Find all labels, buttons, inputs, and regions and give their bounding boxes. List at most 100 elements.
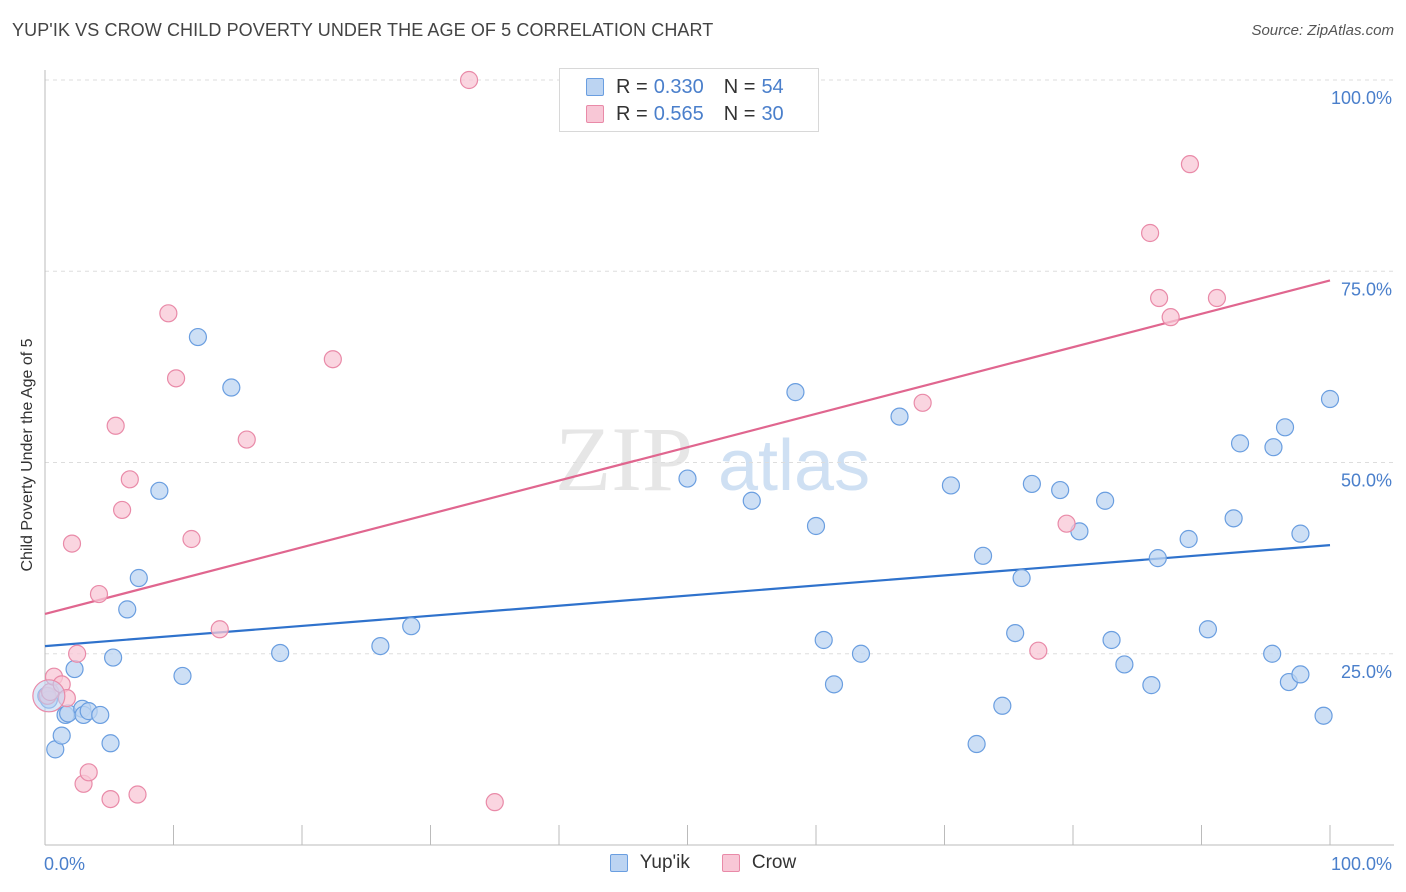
yupik-point	[1148, 549, 1167, 568]
yupik-point	[814, 630, 833, 650]
watermark: ZIP atlas	[555, 408, 870, 510]
crow-point	[913, 393, 932, 412]
data-points	[32, 70, 1340, 812]
yupik-point	[118, 600, 137, 619]
legend-label-yupik: Yup'ik	[639, 852, 690, 873]
yupik-point	[402, 617, 421, 636]
yupik-point	[129, 568, 148, 588]
yupik-point	[1264, 438, 1283, 457]
crow-point	[1140, 223, 1160, 243]
y-tick-label: 25.0%	[1341, 662, 1392, 682]
yupik-point	[786, 383, 805, 402]
crow-point	[1161, 308, 1180, 327]
yupik-point	[1314, 706, 1333, 725]
r-label: R =	[616, 102, 648, 125]
legend-row-yupik: R = 0.330 N = 54	[560, 75, 784, 99]
yupik-point	[1320, 389, 1340, 409]
yupik-point	[65, 659, 84, 679]
axes	[44, 70, 1394, 846]
yupik-point	[371, 636, 390, 656]
trend-lines	[44, 279, 1331, 648]
yupik-point	[1198, 620, 1218, 639]
series-legend: Yup'ik Crow	[0, 852, 1406, 874]
yupik-point	[1006, 623, 1025, 643]
yupik-swatch	[586, 78, 604, 96]
n-value: 30	[761, 102, 784, 125]
crow-point	[62, 534, 82, 553]
yupik-point	[101, 734, 120, 753]
yupik-point	[678, 469, 697, 488]
yupik-point	[271, 643, 290, 663]
crow-swatch	[586, 105, 604, 123]
r-value: 0.565	[653, 102, 704, 125]
crow-point	[120, 470, 139, 489]
yupik-point	[1022, 474, 1041, 494]
yupik-point	[1263, 644, 1282, 663]
y-tick-label: 100.0%	[1331, 88, 1392, 108]
yupik-point	[742, 491, 761, 510]
crow-point	[323, 350, 342, 369]
yupik-point	[52, 726, 71, 745]
yupik-point	[1291, 524, 1310, 543]
crow-point	[182, 529, 201, 549]
crow-point	[1207, 288, 1227, 308]
yupik-point	[104, 648, 123, 667]
crow-trend-line	[44, 279, 1331, 616]
crow-point	[237, 430, 256, 449]
yupik-point	[1142, 676, 1161, 695]
watermark-atlas: atlas	[718, 426, 870, 506]
watermark-zip: ZIP	[555, 408, 693, 510]
r-label: R =	[616, 75, 648, 98]
crow-point	[166, 369, 186, 388]
yupik-point	[1224, 509, 1243, 528]
yupik-point	[173, 666, 192, 686]
yupik-swatch	[609, 854, 628, 872]
yupik-point	[851, 644, 871, 663]
crow-point	[112, 500, 132, 520]
crow-point	[68, 644, 87, 663]
yupik-point	[91, 705, 110, 725]
yupik-point	[188, 327, 208, 347]
crow-point	[106, 416, 125, 435]
legend-row-crow: R = 0.565 N = 30	[560, 102, 784, 126]
n-label: N =	[723, 75, 756, 98]
tick-labels: 100.0% 75.0% 50.0% 25.0% 0.0% 100.0%	[44, 88, 1392, 874]
crow-point	[485, 793, 504, 812]
yupik-point	[806, 516, 826, 536]
n-label: N =	[723, 102, 756, 125]
crow-point	[1057, 514, 1076, 533]
yupik-point	[824, 675, 844, 694]
y-axis-label: Child Poverty Under the Age of 5	[19, 338, 36, 572]
crow-point	[1149, 288, 1169, 308]
yupik-point	[941, 476, 961, 495]
yupik-point	[1179, 529, 1198, 549]
yupik-point	[967, 734, 986, 754]
yupik-point	[222, 378, 241, 397]
crow-point	[1180, 155, 1200, 174]
crow-point	[101, 789, 120, 809]
yupik-point	[1275, 418, 1295, 437]
yupik-trend-line	[44, 544, 1331, 648]
crow-point	[89, 584, 109, 604]
yupik-point	[1096, 491, 1115, 510]
yupik-point	[1291, 665, 1310, 684]
yupik-point	[150, 481, 169, 500]
chart-title: YUP'IK VS CROW CHILD POVERTY UNDER THE A…	[12, 20, 714, 40]
x-tick-label: 0.0%	[44, 854, 85, 874]
yupik-point	[890, 407, 909, 426]
cluster-point	[32, 679, 66, 713]
crow-point	[1029, 641, 1048, 660]
x-tick-label: 100.0%	[1331, 854, 1392, 874]
yupik-point	[1051, 480, 1070, 500]
crow-point	[459, 70, 479, 90]
yupik-point	[973, 546, 993, 565]
correlation-legend: R = 0.330 N = 54 R = 0.565 N = 30	[559, 68, 819, 132]
n-value: 54	[761, 75, 784, 98]
yupik-point	[1102, 630, 1121, 650]
r-value: 0.330	[653, 75, 704, 98]
crow-swatch	[721, 854, 740, 872]
crow-point	[128, 785, 147, 804]
source-label: Source: ZipAtlas.com	[1251, 22, 1394, 39]
yupik-point	[1115, 655, 1134, 674]
